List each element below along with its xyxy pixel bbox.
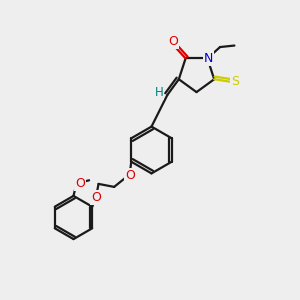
Text: H: H <box>154 86 164 99</box>
Text: O: O <box>125 169 135 182</box>
Text: O: O <box>168 35 178 49</box>
Text: O: O <box>91 191 101 205</box>
Text: S: S <box>231 75 239 88</box>
Text: N: N <box>204 52 213 65</box>
Text: O: O <box>75 177 85 190</box>
